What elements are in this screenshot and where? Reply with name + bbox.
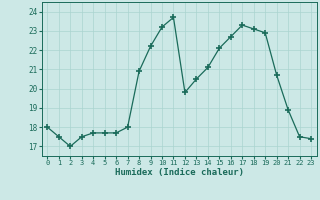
X-axis label: Humidex (Indice chaleur): Humidex (Indice chaleur) bbox=[115, 168, 244, 177]
